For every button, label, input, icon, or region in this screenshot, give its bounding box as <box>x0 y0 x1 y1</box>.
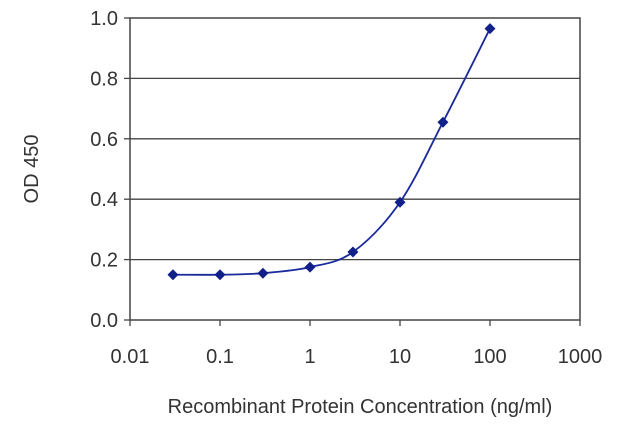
x-axis-title: Recombinant Protein Concentration (ng/ml… <box>168 396 553 418</box>
data-point <box>304 261 316 273</box>
gridlines <box>130 77 580 261</box>
x-tick-label: 1000 <box>558 346 603 368</box>
y-tick-label: 0.6 <box>90 129 118 151</box>
y-tick-label: 0.8 <box>90 68 118 90</box>
y-axis-title: OD 450 <box>21 135 43 204</box>
x-tick-label: 100 <box>473 346 506 368</box>
y-axis-ticks: 0.0 0.2 0.4 0.6 0.8 1.0 <box>90 8 130 332</box>
x-tick-label: 0.1 <box>206 346 234 368</box>
series-group <box>167 23 496 281</box>
y-tick-label: 0.0 <box>90 310 118 332</box>
x-tick-label: 1 <box>304 346 315 368</box>
y-tick-label: 0.2 <box>90 250 118 272</box>
data-point <box>437 116 449 128</box>
y-tick-label: 1.0 <box>90 8 118 30</box>
data-point <box>214 269 226 281</box>
data-point <box>484 23 496 35</box>
x-axis-ticks: 0.01 0.1 1 10 100 1000 <box>111 320 603 368</box>
data-point <box>257 267 269 279</box>
y-tick-label: 0.4 <box>90 189 118 211</box>
data-point <box>394 196 406 208</box>
plot-area-frame <box>129 17 581 321</box>
data-point <box>347 246 359 258</box>
x-tick-label: 0.01 <box>111 346 150 368</box>
data-point <box>167 269 179 281</box>
x-tick-label: 10 <box>389 346 411 368</box>
